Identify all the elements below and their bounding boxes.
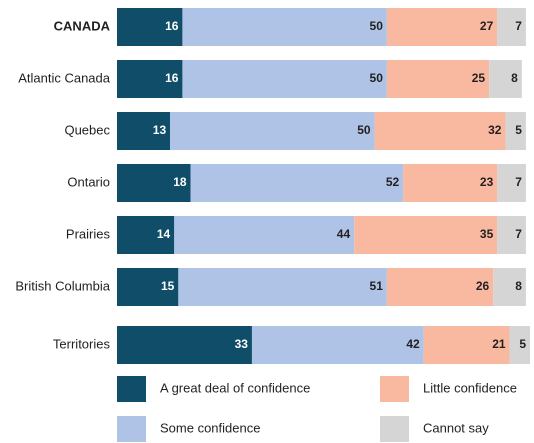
category-label: Territories [53,336,111,351]
category-label: Quebec [64,122,110,137]
bar-segment [117,268,179,306]
value-label: 18 [173,175,187,189]
bar-segment [178,268,387,306]
bar-segment [170,112,375,150]
category-label: Ontario [67,174,110,189]
value-label: 5 [519,337,526,351]
bar-segment [423,326,510,364]
bar-segment [374,112,506,150]
value-label: 42 [406,337,420,351]
legend-label: Little confidence [423,380,517,395]
bar-segment [493,268,526,306]
bar-segment [489,60,522,98]
value-label: 50 [370,71,384,85]
legend-swatch [380,376,409,402]
value-label: 52 [386,175,400,189]
value-label: 16 [165,71,179,85]
value-label: 7 [515,227,522,241]
bar-segment [354,216,498,254]
value-label: 16 [165,19,179,33]
bar-segment [190,164,404,202]
category-label: British Columbia [15,278,110,293]
value-label: 26 [476,279,490,293]
category-label: Atlantic Canada [18,70,111,85]
bar-segment [497,8,526,46]
bar-segment [117,216,175,254]
value-label: 21 [492,337,506,351]
legend-swatch [380,416,409,442]
value-label: 7 [515,175,522,189]
bar-segment [182,8,387,46]
value-label: 35 [480,227,494,241]
value-label: 5 [515,123,522,137]
bar-segment [117,112,171,150]
bar-segment [509,326,530,364]
bar-segment [403,164,498,202]
value-label: 32 [488,123,502,137]
bar-segment [174,216,355,254]
bar-segment [497,164,526,202]
value-label: 15 [161,279,175,293]
legend-label: Cannot say [423,420,489,435]
value-label: 33 [235,337,249,351]
bar-segment [117,326,252,364]
value-label: 25 [472,71,486,85]
value-label: 27 [480,19,494,33]
value-label: 50 [357,123,371,137]
bar-segment [386,268,494,306]
legend-label: A great deal of confidence [160,380,310,395]
bar-segment [386,8,498,46]
value-label: 8 [511,71,518,85]
value-label: 50 [370,19,384,33]
value-label: 23 [480,175,494,189]
value-label: 13 [153,123,167,137]
legend-label: Some confidence [160,420,260,435]
category-label: Prairies [66,226,111,241]
bar-segment [497,216,526,254]
value-label: 8 [515,279,522,293]
bar-segment [117,60,183,98]
bar-segment [251,326,424,364]
bar-segment [117,164,191,202]
category-label: CANADA [54,18,111,33]
legend-swatch [117,416,146,442]
bar-segment [182,60,387,98]
value-label: 7 [515,19,522,33]
value-label: 14 [157,227,171,241]
bar-segment [386,60,490,98]
value-label: 51 [370,279,384,293]
bar-segment [505,112,526,150]
value-label: 44 [337,227,351,241]
bar-segment [117,8,183,46]
legend-swatch [117,376,146,402]
